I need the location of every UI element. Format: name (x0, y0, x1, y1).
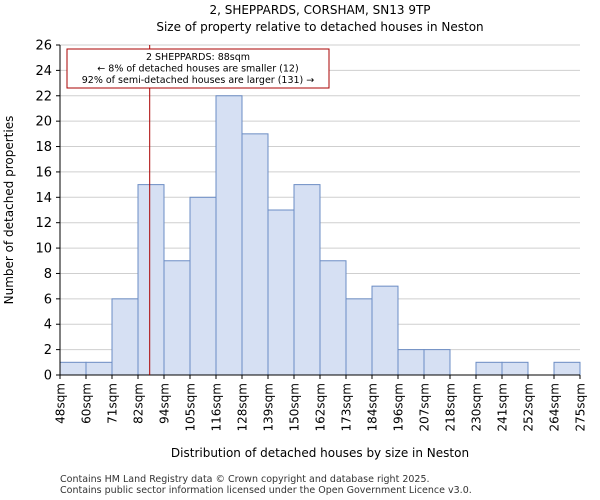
x-tick-label: 94sqm (158, 383, 172, 424)
annotation-text-line: 92% of semi-detached houses are larger (… (82, 75, 315, 86)
y-axis-label: Number of detached properties (2, 116, 16, 305)
histogram-bar (267, 209, 295, 376)
y-tick-label: 8 (44, 267, 52, 282)
x-tick-label: 71sqm (106, 383, 120, 424)
footer-attribution-line2: Contains public sector information licen… (60, 485, 472, 496)
histogram-bar (371, 285, 399, 376)
histogram-bar (241, 133, 269, 376)
x-tick-label: 241sqm (496, 383, 510, 431)
x-tick-label: 128sqm (236, 383, 250, 431)
x-tick-label: 207sqm (418, 383, 432, 431)
histogram-bar (111, 298, 139, 376)
annotation-text-line: 2 SHEPPARDS: 88sqm (146, 52, 250, 63)
y-tick-label: 12 (35, 216, 52, 231)
x-tick-label: 275sqm (574, 383, 588, 431)
x-tick-label: 150sqm (288, 383, 302, 431)
x-tick-label: 252sqm (522, 383, 536, 431)
x-axis-label: Distribution of detached houses by size … (171, 446, 469, 460)
x-tick-label: 264sqm (548, 383, 562, 431)
x-tick-label: 48sqm (54, 383, 68, 424)
x-tick-label: 116sqm (210, 383, 224, 431)
y-tick-label: 2 (44, 343, 52, 358)
y-tick-label: 4 (44, 318, 52, 333)
histogram-bar (137, 184, 165, 376)
x-tick-label: 230sqm (470, 383, 484, 431)
chart-title-line1: 2, SHEPPARDS, CORSHAM, SN13 9TP (209, 3, 430, 17)
histogram-bar (85, 361, 113, 376)
histogram-bar (501, 361, 529, 376)
y-tick-label: 24 (35, 64, 52, 79)
x-tick-label: 105sqm (184, 383, 198, 431)
histogram-bar (59, 361, 87, 376)
x-tick-label: 184sqm (366, 383, 380, 431)
annotation-text-line: ← 8% of detached houses are smaller (12) (97, 64, 298, 75)
histogram-bar (423, 349, 451, 376)
y-tick-label: 10 (35, 242, 52, 257)
chart-title-line2: Size of property relative to detached ho… (156, 20, 483, 34)
histogram-bar (293, 184, 321, 376)
x-tick-label: 196sqm (392, 383, 406, 431)
y-tick-label: 22 (35, 89, 52, 104)
bars-group (59, 95, 581, 376)
histogram-bar (215, 95, 243, 376)
x-tick-label: 162sqm (314, 383, 328, 431)
y-tick-label: 16 (35, 165, 52, 180)
x-tick-label: 218sqm (444, 383, 458, 431)
histogram-bar (397, 349, 425, 376)
y-tick-label: 20 (35, 115, 52, 130)
histogram-bar (163, 260, 191, 376)
y-tick-label: 26 (35, 39, 52, 54)
y-tick-label: 18 (35, 140, 52, 155)
y-tick-label: 0 (44, 369, 52, 384)
footer-attribution-line1: Contains HM Land Registry data © Crown c… (60, 474, 430, 485)
histogram-bar (319, 260, 347, 376)
y-tick-label: 14 (35, 191, 52, 206)
annotation-box (66, 48, 330, 89)
histogram-bar (475, 361, 503, 376)
x-tick-label: 173sqm (340, 383, 354, 431)
x-tick-label: 60sqm (80, 383, 94, 424)
x-tick-label: 82sqm (132, 383, 146, 424)
histogram-bar (189, 196, 217, 376)
y-tick-label: 6 (44, 292, 52, 307)
histogram-bar (345, 298, 373, 376)
marker-group: 2 SHEPPARDS: 88sqm← 8% of detached house… (66, 45, 330, 375)
x-tick-label: 139sqm (262, 383, 276, 431)
histogram-bar (553, 361, 581, 376)
